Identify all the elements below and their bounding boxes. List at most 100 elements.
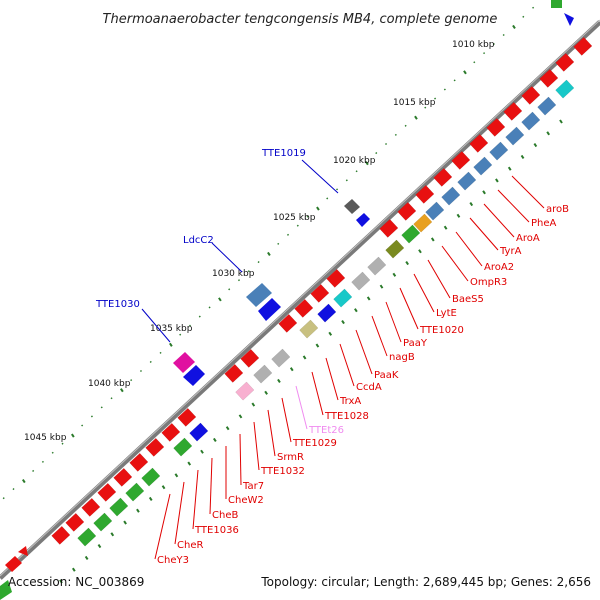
gene-red xyxy=(451,150,471,170)
gene-red xyxy=(539,68,559,88)
tick-mark xyxy=(41,460,44,463)
label-line xyxy=(239,433,242,486)
gene-red xyxy=(51,525,71,545)
gene-inner xyxy=(473,156,493,176)
gene-red xyxy=(65,512,85,532)
label-line xyxy=(483,203,515,238)
tick-mark xyxy=(385,142,388,146)
label-line xyxy=(339,343,355,387)
tick-mark xyxy=(456,213,461,218)
gene-inner xyxy=(413,213,433,233)
tick-mark xyxy=(306,215,309,218)
gene-label: SrmR xyxy=(277,452,304,463)
gene-arrow xyxy=(356,213,370,227)
label-line xyxy=(301,159,339,194)
gene-inner xyxy=(489,141,509,161)
gene-inner xyxy=(425,201,445,221)
gene-inner xyxy=(189,422,209,442)
tick-mark xyxy=(296,224,299,227)
gene-red xyxy=(278,313,298,333)
gene-label: CheB xyxy=(212,510,238,521)
gene-inner xyxy=(401,224,421,244)
gene-red xyxy=(81,497,101,517)
tick-mark xyxy=(533,143,538,148)
genome-backbone xyxy=(0,20,600,580)
tick-mark xyxy=(366,296,371,301)
tick-mark xyxy=(559,119,563,124)
gene-inner xyxy=(253,364,273,384)
gene-arrow xyxy=(564,13,574,26)
gene-red xyxy=(521,85,541,105)
label-line xyxy=(497,189,530,223)
tick-mark xyxy=(414,115,418,120)
inner-features xyxy=(51,36,593,547)
gene-inner xyxy=(333,288,353,308)
gene-label: TrxA xyxy=(339,396,361,407)
tick-mark xyxy=(482,190,486,195)
gene-label: TTE1032 xyxy=(260,466,305,477)
tick-label: 1030 kbp xyxy=(212,269,255,279)
gene-label: LytE xyxy=(436,308,457,319)
gene-red xyxy=(129,452,149,472)
gene-arrow xyxy=(18,546,28,556)
gene-label: AroA xyxy=(516,233,540,244)
tick-mark xyxy=(188,324,192,327)
tick-mark xyxy=(71,433,75,438)
gene-label: CheR xyxy=(177,540,203,551)
summary-text: Topology: circular; Length: 2,689,445 bp… xyxy=(260,575,591,589)
tick-mark xyxy=(424,106,427,109)
gene-label: PaaK xyxy=(374,370,399,381)
label-line xyxy=(511,175,545,209)
tick-mark xyxy=(315,343,320,348)
tick-ring xyxy=(2,6,563,584)
label-line xyxy=(211,242,243,273)
tick-mark xyxy=(247,270,250,273)
tick-mark xyxy=(520,154,525,159)
tick-label: 1035 kbp xyxy=(150,324,193,334)
tick-mark xyxy=(483,52,486,55)
gene-red xyxy=(555,52,575,72)
tick-mark xyxy=(264,390,268,395)
label-line xyxy=(154,493,171,560)
tick-mark xyxy=(532,6,535,9)
gene-inner xyxy=(505,126,525,146)
gene-inner xyxy=(555,79,575,99)
tick-mark xyxy=(453,79,456,82)
kbp-labels: 1010 kbp 1015 kbp 1020 kbp 1025 kbp 1030… xyxy=(24,40,495,443)
tick-mark xyxy=(289,367,294,372)
tick-mark xyxy=(218,297,222,302)
tick-mark xyxy=(302,355,307,360)
gene-label: aroB xyxy=(546,204,569,215)
tick-mark xyxy=(365,161,369,166)
label-line xyxy=(141,308,171,343)
gene-inner xyxy=(521,111,541,131)
tick-label: 1010 kbp xyxy=(452,40,495,50)
tick-mark xyxy=(251,402,256,407)
label-line xyxy=(441,245,469,282)
tick-mark xyxy=(161,485,166,490)
gene-inner xyxy=(109,497,129,517)
gene-label: TTE1036 xyxy=(194,525,239,536)
label-line xyxy=(192,469,199,530)
tick-mark xyxy=(12,488,15,491)
inner-labels: aroB PheA AroA TyrA AroA2 OmpR3 BaeS5 LytE TTE10… xyxy=(154,175,569,566)
tick-mark xyxy=(71,567,76,572)
tick-mark xyxy=(237,279,241,282)
map-title: Thermoanaerobacter tengcongensis MB4, co… xyxy=(103,12,498,27)
gene-ldcc2 xyxy=(246,283,272,307)
tick-mark xyxy=(84,555,89,560)
gene-block xyxy=(0,580,12,600)
tick-label: 1025 kbp xyxy=(273,213,316,223)
label-line xyxy=(455,231,483,267)
gene-inner xyxy=(173,437,193,457)
accession-text: Accession: NC_003869 xyxy=(8,575,144,589)
tick-mark xyxy=(2,497,5,500)
gene-red xyxy=(240,348,260,368)
tick-mark xyxy=(434,97,437,100)
label-line xyxy=(267,409,276,457)
gene-label: PheA xyxy=(531,218,557,229)
gene-label: TTE1028 xyxy=(324,411,369,422)
tick-mark xyxy=(169,342,173,347)
tick-mark xyxy=(473,61,476,64)
